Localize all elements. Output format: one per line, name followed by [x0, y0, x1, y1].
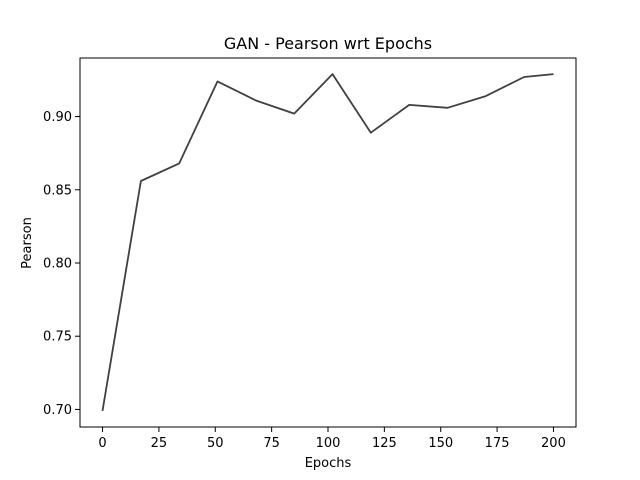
y-tick-label: 0.75	[43, 330, 72, 345]
x-tick-label: 0	[98, 436, 106, 451]
y-tick-label: 0.70	[43, 403, 72, 418]
x-tick-label: 100	[316, 436, 341, 451]
y-tick-label: 0.80	[43, 257, 72, 272]
x-tick-label: 175	[485, 436, 510, 451]
y-tick-label: 0.85	[43, 183, 72, 198]
y-axis-ticks: 0.70 0.75 0.80 0.85 0.90	[43, 110, 80, 418]
x-tick-label: 150	[428, 436, 453, 451]
chart-title: GAN - Pearson wrt Epochs	[224, 34, 432, 53]
series-layer	[101, 73, 554, 412]
y-tick-label: 0.90	[43, 110, 72, 125]
x-axis-label: Epochs	[305, 456, 352, 471]
x-tick-label: 25	[151, 436, 168, 451]
x-axis-ticks: 0 25 50 75 100 125 150 175 200	[98, 427, 566, 451]
x-tick-label: 50	[207, 436, 224, 451]
x-tick-label: 200	[541, 436, 566, 451]
y-axis-label: Pearson	[20, 217, 35, 269]
x-tick-label: 125	[372, 436, 397, 451]
plot-area-frame	[79, 57, 577, 428]
series-line	[101, 73, 554, 412]
x-tick-label: 75	[263, 436, 280, 451]
